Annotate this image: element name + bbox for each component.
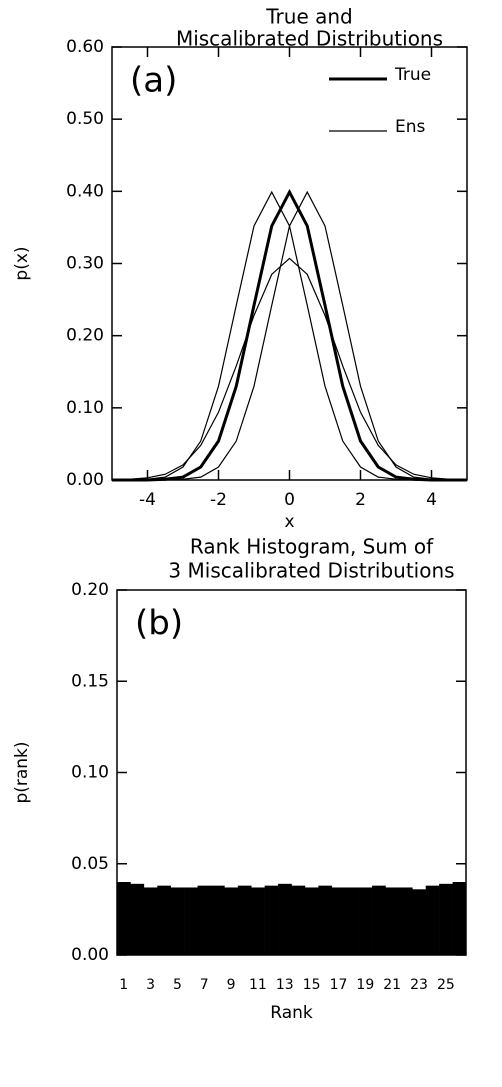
bar [117,882,131,955]
chart-title: 3 Miscalibrated Distributions [168,559,454,583]
bar [345,887,359,955]
panel-label: (a) [130,61,177,101]
y-tick-label: 0.05 [71,854,109,874]
bar [278,883,292,955]
x-tick-label: 17 [330,977,348,993]
bar [210,885,225,955]
y-tick-label: 0.10 [66,398,104,418]
x-tick-label: 11 [249,977,267,993]
chart-title: Rank Histogram, Sum of [190,535,434,559]
y-tick-label: 0.40 [66,181,104,201]
bar [452,882,467,955]
y-tick-label: 0.00 [71,945,109,965]
y-tick-label: 0.20 [66,326,104,346]
bar [372,885,386,955]
x-tick-label: 9 [227,977,236,993]
y-tick-label: 0.30 [66,254,104,274]
bar [439,883,453,955]
bar [385,887,400,955]
bar [184,887,198,955]
bar [197,885,212,955]
x-tick-label: 1 [119,977,128,993]
y-tick-label: 0.60 [66,37,104,57]
bar [318,885,333,955]
x-axis-label: Rank [270,1003,313,1023]
x-tick-label: 0 [284,490,295,510]
bar [157,885,171,955]
bar [331,887,346,955]
plot-frame [116,589,467,956]
bar [224,887,239,955]
bar [237,885,252,955]
legend-label: True [394,65,431,85]
x-tick-label: 7 [200,977,209,993]
bar [412,889,427,955]
x-axis-label: x [284,512,294,532]
x-tick-label: -2 [210,490,227,510]
y-axis-label: p(x) [12,246,32,280]
plot-frame [111,46,468,481]
legend-label: Ens [395,117,426,137]
y-tick-label: 0.10 [71,763,109,783]
x-tick-label: 15 [303,977,321,993]
x-tick-label: 4 [426,490,437,510]
bar [143,887,158,955]
y-tick-label: 0.50 [66,109,104,129]
x-tick-label: -4 [139,490,156,510]
x-tick-label: 2 [355,490,366,510]
bar [170,887,185,955]
bar [291,885,306,955]
x-tick-label: 21 [383,977,401,993]
bar [130,883,145,955]
x-tick-label: 23 [410,977,428,993]
x-tick-label: 25 [437,977,455,993]
y-tick-label: 0.15 [71,671,109,691]
x-tick-label: 13 [276,977,294,993]
y-tick-label: 0.00 [66,470,104,490]
series-line [111,257,468,481]
x-tick-label: 3 [146,977,155,993]
chart-title: True and [265,5,352,29]
series-line [112,188,467,482]
bar [264,885,279,955]
panel-label: (b) [135,604,183,644]
bar [398,887,413,955]
y-axis-label: p(rank) [12,741,32,803]
series-line [112,190,467,481]
y-tick-label: 0.20 [71,580,109,600]
bar [304,887,319,955]
bar [251,887,265,955]
x-tick-label: 19 [356,977,374,993]
bar [425,885,440,955]
series-line [112,190,467,481]
x-tick-label: 5 [173,977,182,993]
bar [358,887,373,955]
